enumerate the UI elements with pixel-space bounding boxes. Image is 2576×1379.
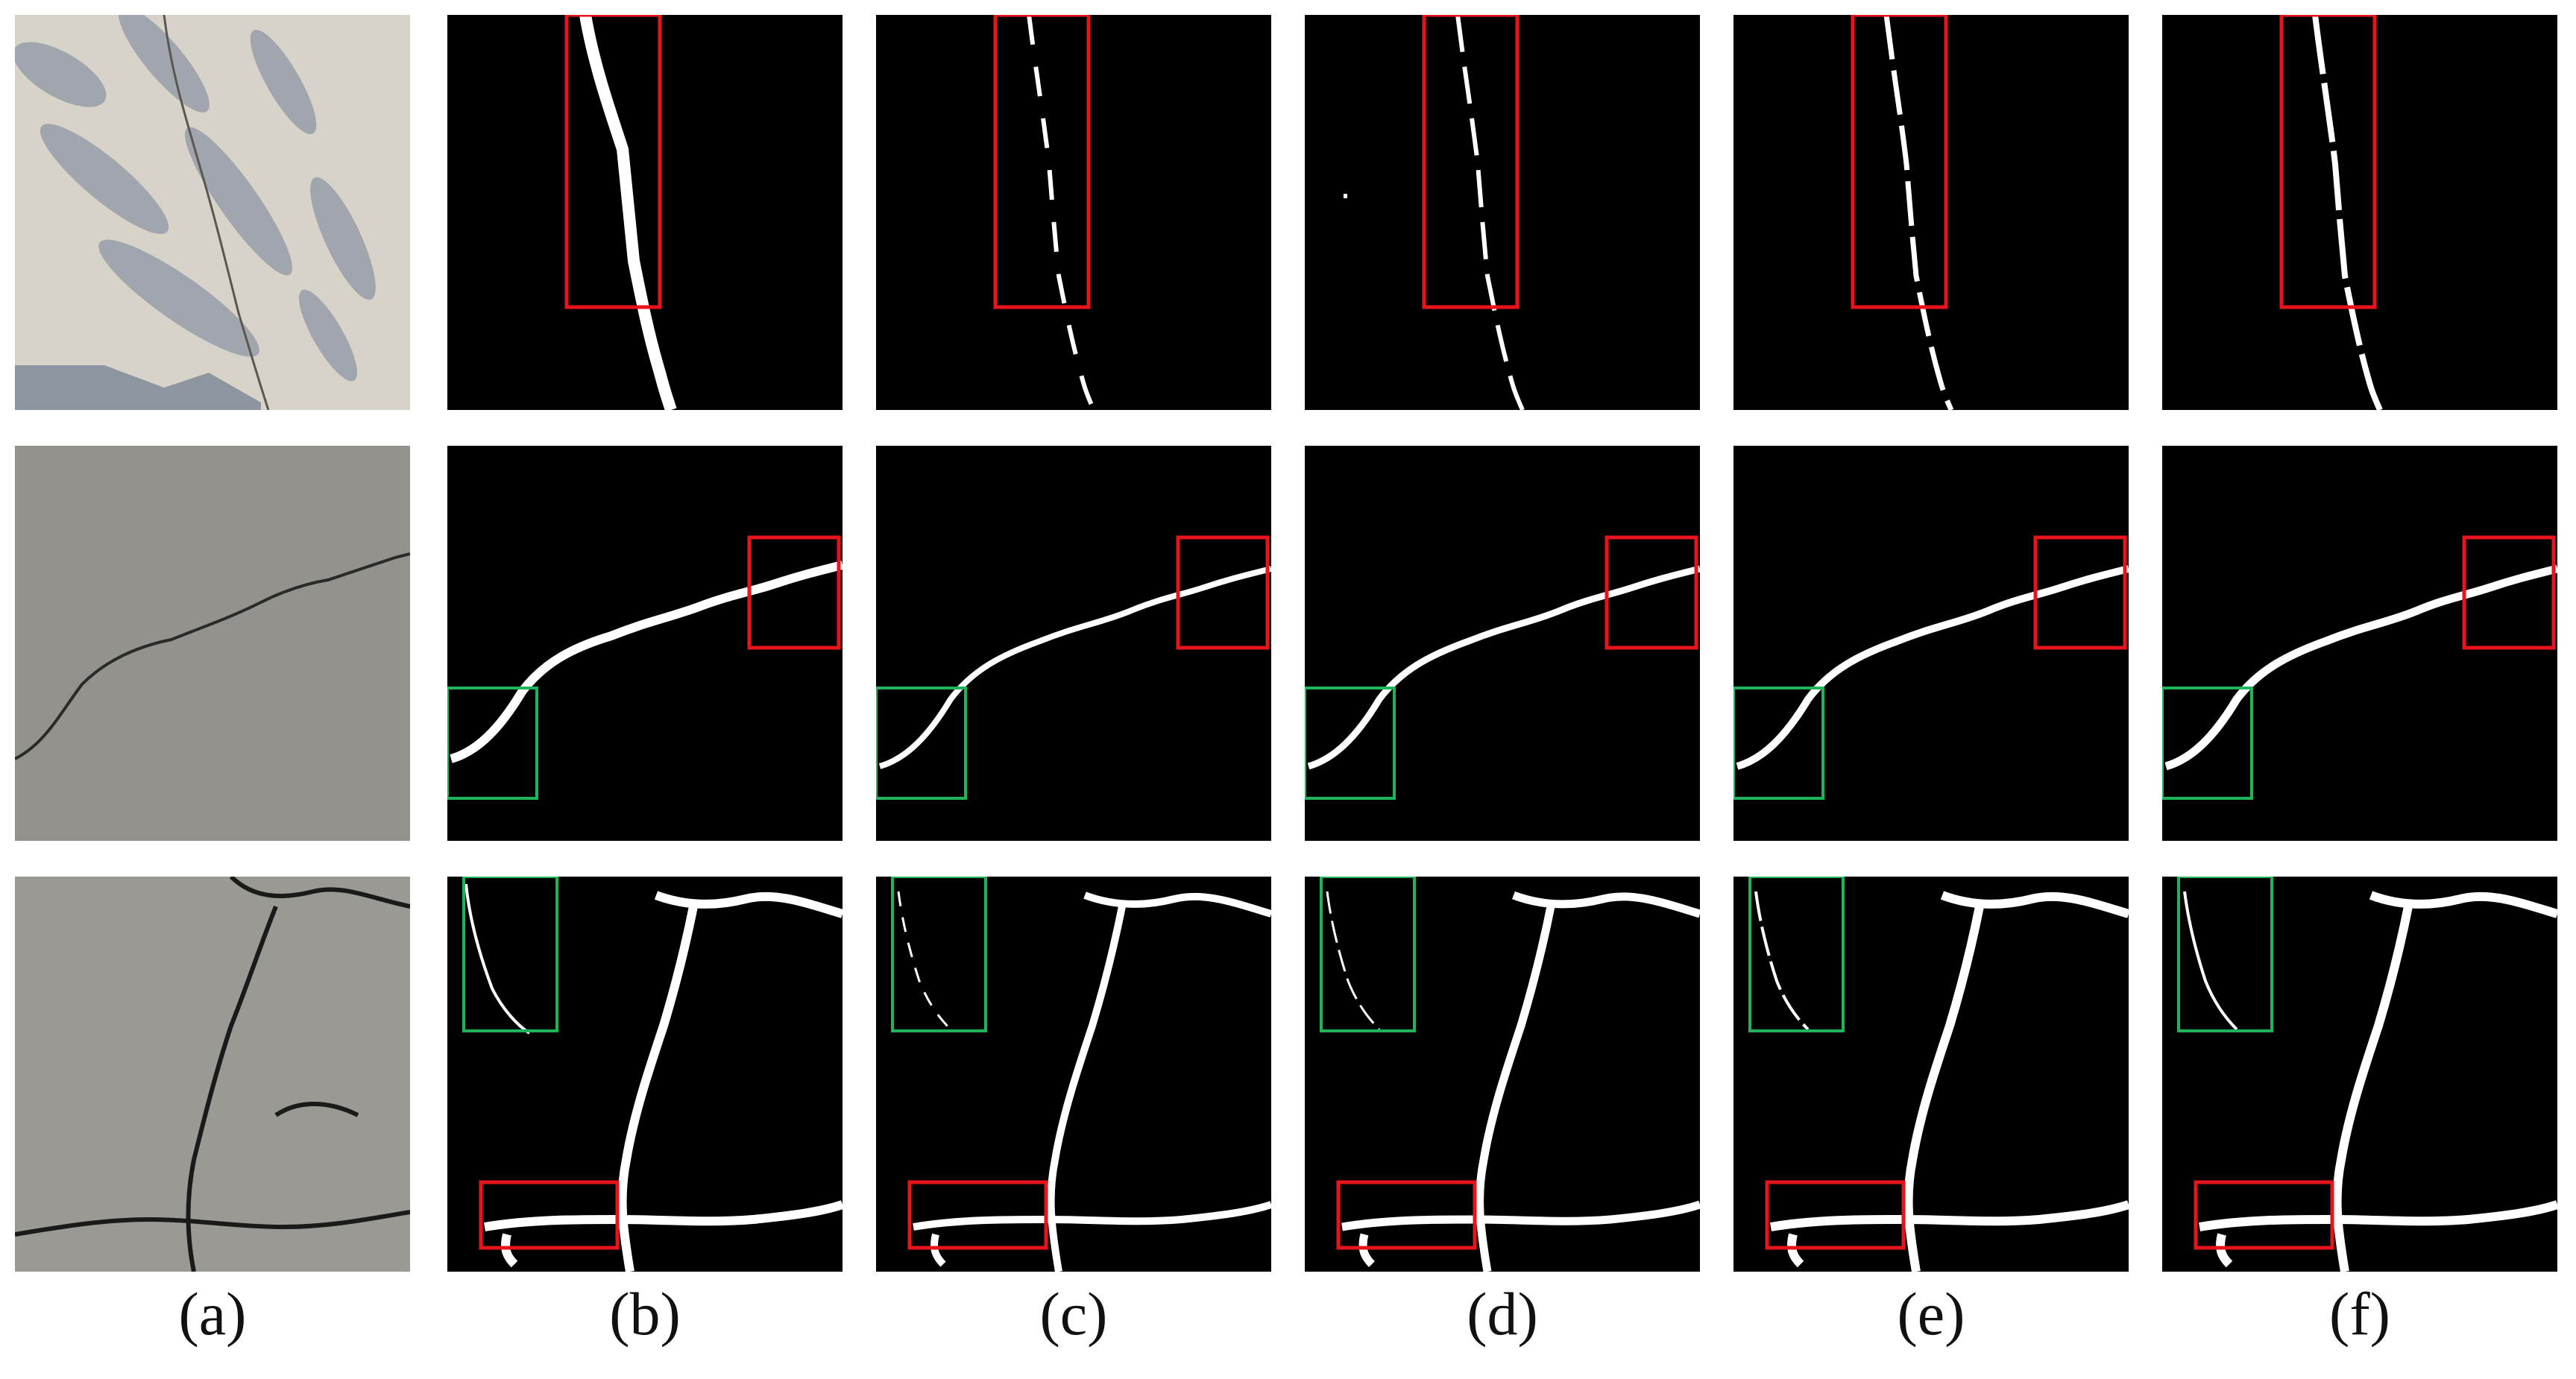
column-label-c: (c) [1039, 1280, 1108, 1348]
row3-panel-d [1305, 877, 1700, 1272]
row3-photo-graphic [15, 877, 410, 1272]
row3-original-photo [15, 877, 410, 1272]
row1-photo-graphic [15, 15, 410, 410]
row3-panel-d-graphic [1320, 877, 1700, 1272]
row3-panel-c [876, 877, 1271, 1272]
column-label-e: (e) [1897, 1280, 1965, 1348]
column-label-a: (a) [178, 1280, 247, 1348]
row2-panel-b-graphic [447, 535, 843, 800]
row1-panel-f [2162, 15, 2557, 410]
row3-panel-f [2162, 877, 2557, 1272]
column-label-b: (b) [609, 1280, 681, 1348]
row3-panel-b [447, 877, 843, 1272]
row1-panel-e-graphic [1851, 15, 1954, 410]
row2-original-photo [15, 446, 410, 841]
row2-panel-d-graphic [1305, 535, 1700, 800]
row1-panel-c [876, 15, 1271, 410]
row2-panel-c [876, 446, 1271, 841]
row1-panel-e [1733, 15, 2129, 410]
column-label-d: (d) [1467, 1280, 1538, 1348]
row1-panel-c-graphic [993, 15, 1096, 410]
row1-panel-b [447, 15, 843, 410]
row3-panel-f-graphic [2177, 877, 2557, 1272]
row3-panel-c-graphic [891, 877, 1271, 1272]
row1-panel-d [1305, 15, 1700, 410]
row1-panel-f-graphic [2279, 15, 2383, 410]
row2-panel-e-graphic [1733, 535, 2129, 800]
row1-original-photo [15, 15, 410, 410]
row3-panel-e [1733, 877, 2129, 1272]
column-label-f: (f) [2329, 1280, 2390, 1348]
row3-panel-e-graphic [1748, 877, 2129, 1272]
row2-panel-f-graphic [2162, 535, 2557, 800]
row2-panel-c-graphic [876, 535, 1271, 800]
row2-panel-e [1733, 446, 2129, 841]
row2-panel-d [1305, 446, 1700, 841]
row1-panel-d-graphic [1344, 15, 1525, 410]
row2-panel-b [447, 446, 843, 841]
row2-photo-graphic [15, 446, 410, 841]
row2-panel-f [2162, 446, 2557, 841]
row1-panel-b-graphic [564, 15, 677, 410]
row3-panel-b-graphic [462, 877, 843, 1272]
